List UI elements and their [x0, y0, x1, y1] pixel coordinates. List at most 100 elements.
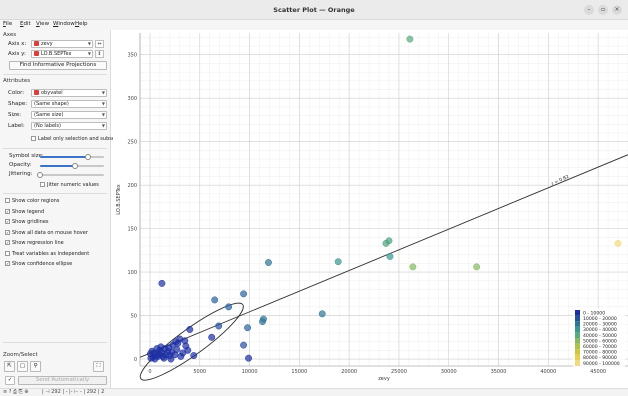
- regression-line: [139, 154, 628, 358]
- chevron-down-icon: ▼: [101, 112, 105, 117]
- menu-edit[interactable]: Edit: [20, 21, 31, 27]
- slider-fill: [40, 156, 88, 158]
- pointer-icon: ⇱: [7, 363, 12, 369]
- slider-handle[interactable]: [72, 163, 79, 169]
- legend-label: 10000 - 20000: [583, 316, 617, 322]
- chevron-down-icon: ▼: [87, 41, 91, 46]
- x-tick-label: 35000: [491, 369, 507, 375]
- shape-select[interactable]: (Same shape) ▼: [31, 100, 107, 108]
- data-point: [208, 333, 216, 341]
- checkbox-box: ✓: [5, 240, 10, 245]
- label-select[interactable]: (No labels) ▼: [31, 122, 107, 130]
- size-select[interactable]: (Same size) ▼: [31, 111, 107, 119]
- legend-box: [573, 308, 625, 368]
- menu-help[interactable]: Help: [75, 21, 88, 27]
- select-tool-button[interactable]: ⇱: [4, 361, 15, 372]
- send-automatically-button[interactable]: Send Automatically: [18, 376, 107, 385]
- scatter-plot[interactable]: 0 5000 10000 15000 20000 25000 30000 35000 40000…: [113, 30, 628, 388]
- data-point: [190, 352, 198, 360]
- data-point: [245, 354, 253, 362]
- option-checkbox-show-color-regions[interactable]: Show color regions: [5, 198, 59, 204]
- chevron-down-icon: ▼: [101, 123, 105, 128]
- swap-y-button[interactable]: ⇕: [95, 50, 104, 58]
- data-point: [473, 263, 481, 271]
- axis-x-select[interactable]: zevy ▼: [31, 40, 93, 48]
- data-point: [184, 346, 192, 354]
- jittering-slider[interactable]: [37, 172, 104, 178]
- chevron-down-icon: ▼: [101, 101, 105, 106]
- confidence-ellipse: [139, 302, 244, 381]
- option-checkbox-show-all-data-on-mouse-hover[interactable]: ✓ Show all data on mouse hover: [5, 229, 88, 236]
- menu-window[interactable]: Window: [53, 21, 75, 27]
- data-point: [165, 344, 173, 352]
- option-checkbox-treat-variables-as-independent[interactable]: Treat variables as independent: [5, 250, 90, 257]
- zoom-button[interactable]: ⚲: [30, 361, 41, 372]
- data-point: [215, 322, 223, 330]
- minimize-button[interactable]: –: [584, 5, 594, 15]
- attributes-section-label: Attributes: [3, 78, 31, 84]
- shape-label: Shape:: [8, 101, 28, 107]
- symbol-size-slider[interactable]: [40, 154, 104, 160]
- data-point: [160, 354, 168, 362]
- x-tick-label: 0: [148, 369, 151, 375]
- auto-send-checkbox[interactable]: ✓: [5, 376, 15, 385]
- legend-label: 20000 - 30000: [583, 322, 617, 328]
- label-value: (No labels): [34, 123, 61, 129]
- magnifier-icon: ⚲: [33, 363, 38, 369]
- data-point: [158, 279, 166, 287]
- data-point: [211, 296, 219, 304]
- zoom-select-section-label: Zoom/Select: [3, 352, 38, 358]
- data-point: [406, 35, 414, 43]
- option-label: Treat variables as independent: [12, 250, 90, 257]
- y-tick-label: 350: [127, 53, 137, 59]
- axis-x-value: zevy: [41, 41, 53, 47]
- size-label: Size:: [8, 112, 22, 118]
- close-button[interactable]: ×: [612, 5, 622, 15]
- option-checkbox-show-regression-line[interactable]: ✓ Show regression line: [5, 240, 64, 246]
- zoom-rect-button[interactable]: ▢: [17, 361, 28, 372]
- shape-value: (Same shape): [34, 101, 69, 107]
- x-tick-label: 40000: [540, 369, 556, 375]
- slider-handle[interactable]: [85, 154, 91, 160]
- option-label: Show color regions: [12, 198, 60, 204]
- legend-label: 0 - 10000: [583, 310, 605, 316]
- option-checkbox-show-gridlines[interactable]: ✓ Show gridlines: [5, 219, 49, 225]
- legend-label: 50000 - 60000: [583, 338, 617, 344]
- checkbox-box: [5, 250, 10, 256]
- checkbox-box: ✓: [5, 219, 10, 224]
- categorical-icon: [34, 90, 39, 95]
- opacity-slider[interactable]: [40, 163, 104, 169]
- option-checkbox-show-confidence-ellipse[interactable]: ✓ Show confidence ellipse: [5, 261, 72, 267]
- x-tick-label: 5000: [193, 369, 206, 375]
- divider: [3, 74, 107, 75]
- data-point: [172, 338, 180, 346]
- scatter-plot-area[interactable]: 0 5000 10000 15000 20000 25000 30000 35000 40000…: [113, 30, 628, 388]
- symbol-size-label: Symbol size:: [9, 153, 44, 159]
- x-tick-label: 15000: [291, 369, 307, 375]
- jitter-numeric-checkbox[interactable]: Jitter numeric values: [40, 182, 99, 188]
- x-axis-label: zevy: [378, 376, 390, 382]
- legend-label: 40000 - 50000: [583, 333, 617, 339]
- option-checkbox-show-legend[interactable]: ✓ Show legend: [5, 208, 44, 215]
- legend-label: 90000 - 100000: [583, 361, 620, 367]
- data-point: [167, 355, 175, 363]
- swap-axes-button[interactable]: ⇔: [95, 40, 104, 48]
- slider-handle[interactable]: [37, 172, 43, 178]
- menu-file[interactable]: File: [3, 21, 13, 27]
- chevron-down-icon: ▼: [101, 90, 105, 95]
- maximize-button[interactable]: ▫: [598, 5, 608, 15]
- find-informative-projections-button[interactable]: Find Informative Projections: [9, 61, 107, 70]
- legend-label: 70000 - 80000: [583, 350, 617, 356]
- data-point: [186, 326, 194, 333]
- label-only-selection-checkbox[interactable]: Label only selection and subset: [31, 136, 117, 142]
- menu-view[interactable]: View: [36, 21, 50, 27]
- y-tick-label: 200: [127, 183, 137, 189]
- fit-icon: ⛶: [96, 363, 101, 369]
- x-tick-label: 45000: [590, 369, 606, 375]
- legend-swatch: [575, 326, 580, 333]
- reset-zoom-button[interactable]: ⛶: [93, 361, 104, 372]
- axis-y-select[interactable]: LO.B.SEPTex ▼: [31, 50, 93, 58]
- jittering-label: Jittering:: [9, 171, 33, 177]
- color-select[interactable]: obyvatel ▼: [31, 89, 107, 97]
- legend-swatch: [575, 343, 580, 350]
